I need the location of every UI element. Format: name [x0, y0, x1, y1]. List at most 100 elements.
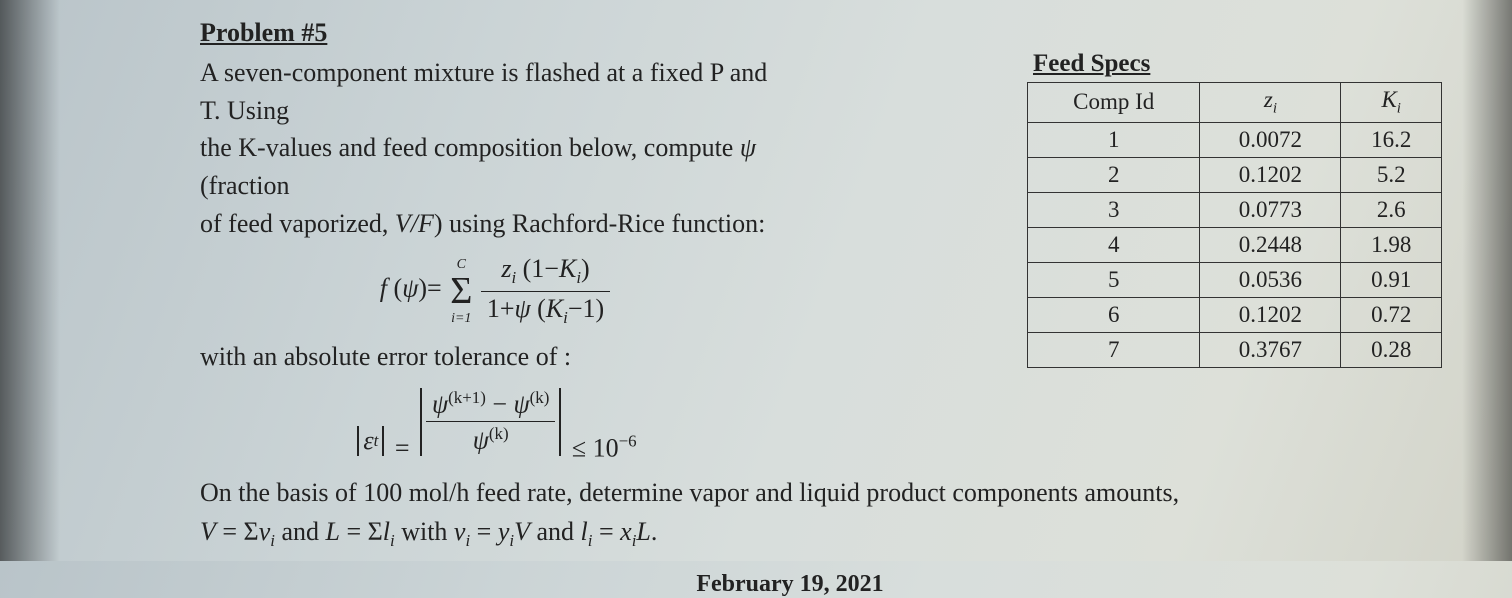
col-k-sub: i — [1397, 101, 1401, 117]
eq2-tol-exp: −6 — [619, 431, 637, 450]
para2-eq1: = Σ — [216, 517, 259, 546]
eq1-num-zi: i — [511, 269, 516, 288]
para2-eq2: = Σ — [340, 517, 383, 546]
sum-lower: i=1 — [451, 312, 471, 326]
eq2-minus: − — [492, 389, 513, 418]
eq2-fraction: ψ(k+1) − ψ(k) ψ(k) — [426, 388, 555, 456]
feed-specs-region: Feed Specs Comp Id zi Ki 10.007216.220.1… — [1027, 50, 1442, 368]
table-row: 40.24481.98 — [1028, 227, 1442, 262]
col-zi: zi — [1200, 83, 1341, 123]
para2-leq: = — [592, 517, 620, 546]
eq2-k: (k) — [530, 388, 550, 407]
eq1-num-close: ) — [581, 254, 590, 283]
col-comp-id: Comp Id — [1028, 83, 1200, 123]
table-row: 50.05360.91 — [1028, 262, 1442, 297]
para2-x: x — [620, 517, 632, 546]
table-cell: 5 — [1028, 262, 1200, 297]
eq1-den-1plus: 1+ — [487, 294, 515, 323]
table-cell: 1 — [1028, 122, 1200, 157]
para2-period: . — [651, 517, 658, 546]
table-cell: 6 — [1028, 297, 1200, 332]
table-cell: 0.1202 — [1200, 297, 1341, 332]
page-root: Problem #5 A seven-component mixture is … — [0, 0, 1512, 561]
tolerance-line: with an absolute error tolerance of : — [200, 338, 790, 376]
table-row: 70.37670.28 — [1028, 332, 1442, 367]
tolerance-equation: εt = ψ(k+1) − ψ(k) ψ(k) — [200, 388, 790, 463]
para2-veq: = — [470, 517, 498, 546]
abs-bar-left — [357, 426, 359, 456]
eq2-psi2: ψ — [514, 389, 530, 418]
date-footer: February 19, 2021 — [200, 571, 1380, 598]
intro-line-2b: (fraction — [200, 171, 290, 200]
para2-line1: On the basis of 100 mol/h feed rate, det… — [200, 478, 1179, 507]
eq2-psi3: ψ — [473, 426, 489, 455]
table-cell: 0.0072 — [1200, 122, 1341, 157]
eq1-den-close: −1) — [568, 294, 604, 323]
table-cell: 16.2 — [1341, 122, 1442, 157]
para2-and1: and — [281, 517, 325, 546]
para2-vi2: v — [454, 517, 466, 546]
col-ki: Ki — [1341, 83, 1442, 123]
table-cell: 2.6 — [1341, 192, 1442, 227]
sum-upper: C — [457, 258, 466, 272]
eq2-k2: (k) — [489, 424, 509, 443]
eq2-kp1: (k+1) — [448, 388, 486, 407]
table-cell: 0.72 — [1341, 297, 1442, 332]
vignette-right — [1462, 0, 1512, 561]
intro-paragraph: A seven-component mixture is flashed at … — [200, 54, 790, 463]
para2-vi-sub: i — [270, 531, 275, 550]
col-z-sym: z — [1264, 87, 1273, 112]
para2-L: L — [325, 517, 339, 546]
eq2-psi1: ψ — [432, 389, 448, 418]
para2-V: V — [200, 517, 216, 546]
intro-line-3b: ) using Rachford-Rice function: — [434, 209, 765, 238]
eq1-den-K: K — [546, 294, 563, 323]
intro-line-2a: the K-values and feed composition below,… — [200, 133, 740, 162]
eq1-f: f — [380, 274, 387, 303]
table-cell: 0.1202 — [1200, 157, 1341, 192]
table-row: 60.12020.72 — [1028, 297, 1442, 332]
eq1-den-open: ( — [537, 294, 546, 323]
vignette-left — [0, 0, 60, 561]
table-cell: 4 — [1028, 227, 1200, 262]
col-z-sub: i — [1273, 101, 1277, 117]
para2-vi: v — [259, 517, 271, 546]
eq1-num-z: z — [501, 254, 511, 283]
table-cell: 0.3767 — [1200, 332, 1341, 367]
table-cell: 7 — [1028, 332, 1200, 367]
abs-bar-left-2 — [420, 388, 422, 456]
table-cell: 1.98 — [1341, 227, 1442, 262]
eq2-eps: ε — [363, 426, 373, 456]
eq1-psi: ψ — [402, 274, 418, 303]
abs-bar-right-2 — [559, 388, 561, 456]
eq2-abs: εt — [353, 426, 388, 456]
para2-li: l — [383, 517, 390, 546]
para2-Lr: L — [636, 517, 650, 546]
eq1-close-paren: )= — [418, 274, 441, 303]
vf-symbol: V/F — [395, 209, 434, 238]
table-row: 10.007216.2 — [1028, 122, 1442, 157]
table-cell: 0.0536 — [1200, 262, 1341, 297]
problem-title: Problem #5 — [200, 18, 1380, 48]
eq1-num-K: K — [559, 254, 576, 283]
table-header-row: Comp Id zi Ki — [1028, 83, 1442, 123]
eq2-tol: 10 — [593, 433, 619, 462]
col-k-sym: K — [1381, 87, 1396, 112]
feed-specs-table: Comp Id zi Ki 10.007216.220.12025.230.07… — [1027, 82, 1442, 368]
abs-bar-right — [382, 426, 384, 456]
table-row: 20.12025.2 — [1028, 157, 1442, 192]
para2-Vr: V — [514, 517, 530, 546]
intro-line-1: A seven-component mixture is flashed at … — [200, 58, 767, 125]
table-cell: 0.2448 — [1200, 227, 1341, 262]
eq1-den-psi: ψ — [514, 294, 530, 323]
eq1-open-paren: ( — [394, 274, 403, 303]
table-cell: 2 — [1028, 157, 1200, 192]
para2-y: y — [498, 517, 510, 546]
table-cell: 3 — [1028, 192, 1200, 227]
eq1-num-open: (1− — [523, 254, 559, 283]
psi-symbol: ψ — [740, 133, 756, 162]
eq2-abs-frac: ψ(k+1) − ψ(k) ψ(k) — [416, 388, 565, 456]
eq2-eps-sub: t — [374, 431, 379, 451]
table-cell: 0.28 — [1341, 332, 1442, 367]
rachford-rice-equation: f (ψ)= Σ C i=1 zi (1−Ki) 1+ψ (Ki−1) — [200, 254, 790, 327]
